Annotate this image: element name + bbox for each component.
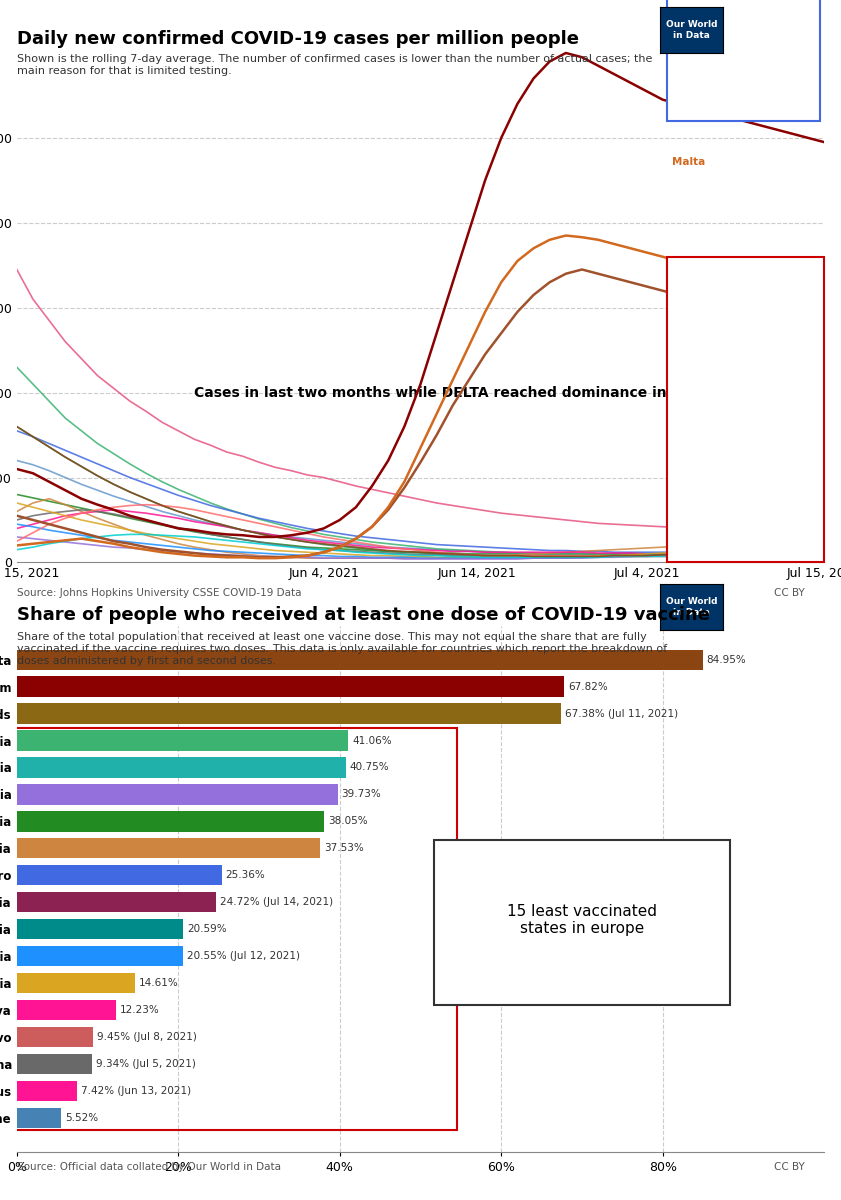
FancyBboxPatch shape: [667, 257, 824, 563]
Bar: [17, 785, 337, 804]
Text: 84.95%: 84.95%: [706, 655, 747, 665]
Bar: [17, 1000, 115, 1020]
Text: Slovenia: Slovenia: [673, 304, 718, 312]
Text: North Macedonia: North Macedonia: [673, 457, 764, 466]
Text: CC BY: CC BY: [774, 588, 805, 599]
Text: Croatia: Croatia: [673, 323, 711, 331]
Text: 67.82%: 67.82%: [569, 682, 608, 691]
Text: Belarus: Belarus: [673, 265, 712, 274]
Bar: [17, 946, 182, 966]
Text: Cases in last two months while DELTA reached dominance in Europe: Cases in last two months while DELTA rea…: [194, 386, 727, 400]
Text: 39.73%: 39.73%: [341, 790, 381, 799]
Bar: [17, 811, 324, 832]
Text: CC BY: CC BY: [774, 1162, 805, 1172]
Text: 38.05%: 38.05%: [328, 816, 368, 827]
Bar: [17, 1108, 61, 1128]
Text: Serbia: Serbia: [673, 400, 706, 408]
Text: 20.55% (Jul 12, 2021): 20.55% (Jul 12, 2021): [187, 952, 299, 961]
Text: Moldova: Moldova: [673, 380, 717, 389]
Text: Bosnia and Herzegovina: Bosnia and Herzegovina: [673, 419, 801, 427]
Text: 40.75%: 40.75%: [350, 762, 389, 773]
Text: 20.59%: 20.59%: [187, 924, 227, 935]
Text: 25.36%: 25.36%: [225, 870, 266, 881]
Text: 9.45% (Jul 8, 2021): 9.45% (Jul 8, 2021): [98, 1032, 197, 1042]
Bar: [17, 1081, 77, 1102]
Text: Montenegro: Montenegro: [673, 284, 738, 293]
Bar: [17, 731, 348, 751]
Bar: [17, 919, 183, 940]
FancyBboxPatch shape: [434, 840, 730, 1004]
Bar: [17, 649, 703, 670]
Text: high-vacced states: high-vacced states: [673, 100, 771, 109]
Text: Kosovo: Kosovo: [673, 496, 711, 504]
Text: Share of the total population that received at least one vaccine dose. This may : Share of the total population that recei…: [17, 632, 667, 666]
Text: 24.72% (Jul 14, 2021): 24.72% (Jul 14, 2021): [220, 898, 334, 907]
Text: Slovakia: Slovakia: [673, 476, 717, 485]
Text: Latvia: Latvia: [673, 361, 706, 370]
Text: Source: Johns Hopkins University CSSE COVID-19 Data: Source: Johns Hopkins University CSSE CO…: [17, 588, 301, 599]
Text: Romania: Romania: [673, 534, 719, 542]
Bar: [17, 865, 221, 886]
Text: United Kingdom: United Kingdom: [673, 44, 767, 54]
Text: 67.38% (Jul 11, 2021): 67.38% (Jul 11, 2021): [565, 708, 678, 719]
Text: Ukraine: Ukraine: [673, 342, 714, 350]
Text: Daily new confirmed COVID-19 cases per million people: Daily new confirmed COVID-19 cases per m…: [17, 30, 579, 48]
Text: 41.06%: 41.06%: [352, 736, 392, 745]
Bar: [17, 839, 320, 858]
Bar: [17, 677, 564, 697]
Bar: [17, 757, 346, 778]
Text: Netherlands: Netherlands: [673, 61, 744, 71]
Bar: [17, 1054, 93, 1074]
Text: Shown is the rolling 7-day average. The number of confirmed cases is lower than : Shown is the rolling 7-day average. The …: [17, 54, 652, 76]
Text: 15 least vaccinated
states in europe: 15 least vaccinated states in europe: [507, 904, 657, 936]
Text: 14.61%: 14.61%: [139, 978, 178, 988]
FancyBboxPatch shape: [667, 0, 820, 121]
Bar: [17, 1027, 93, 1048]
Text: Our World
in Data: Our World in Data: [666, 20, 717, 40]
Text: 7.42% (Jun 13, 2021): 7.42% (Jun 13, 2021): [81, 1086, 191, 1096]
Text: 9.34% (Jul 5, 2021): 9.34% (Jul 5, 2021): [96, 1060, 196, 1069]
Text: low-vacced
states: low-vacced states: [676, 394, 738, 415]
Text: Malta: Malta: [673, 157, 706, 167]
Text: Albania: Albania: [673, 515, 712, 523]
Text: Bulgaria: Bulgaria: [673, 438, 717, 446]
Text: Our World
in Data: Our World in Data: [666, 598, 717, 617]
Bar: [17, 892, 216, 912]
Text: Source: Official data collated by Our World in Data: Source: Official data collated by Our Wo…: [17, 1162, 281, 1172]
Text: 37.53%: 37.53%: [324, 844, 363, 853]
Text: Share of people who received at least one dose of COVID-19 vaccine: Share of people who received at least on…: [17, 606, 710, 624]
Bar: [17, 973, 135, 994]
Text: 12.23%: 12.23%: [119, 1006, 159, 1015]
Bar: [17, 703, 561, 724]
Text: 5.52%: 5.52%: [66, 1112, 98, 1123]
